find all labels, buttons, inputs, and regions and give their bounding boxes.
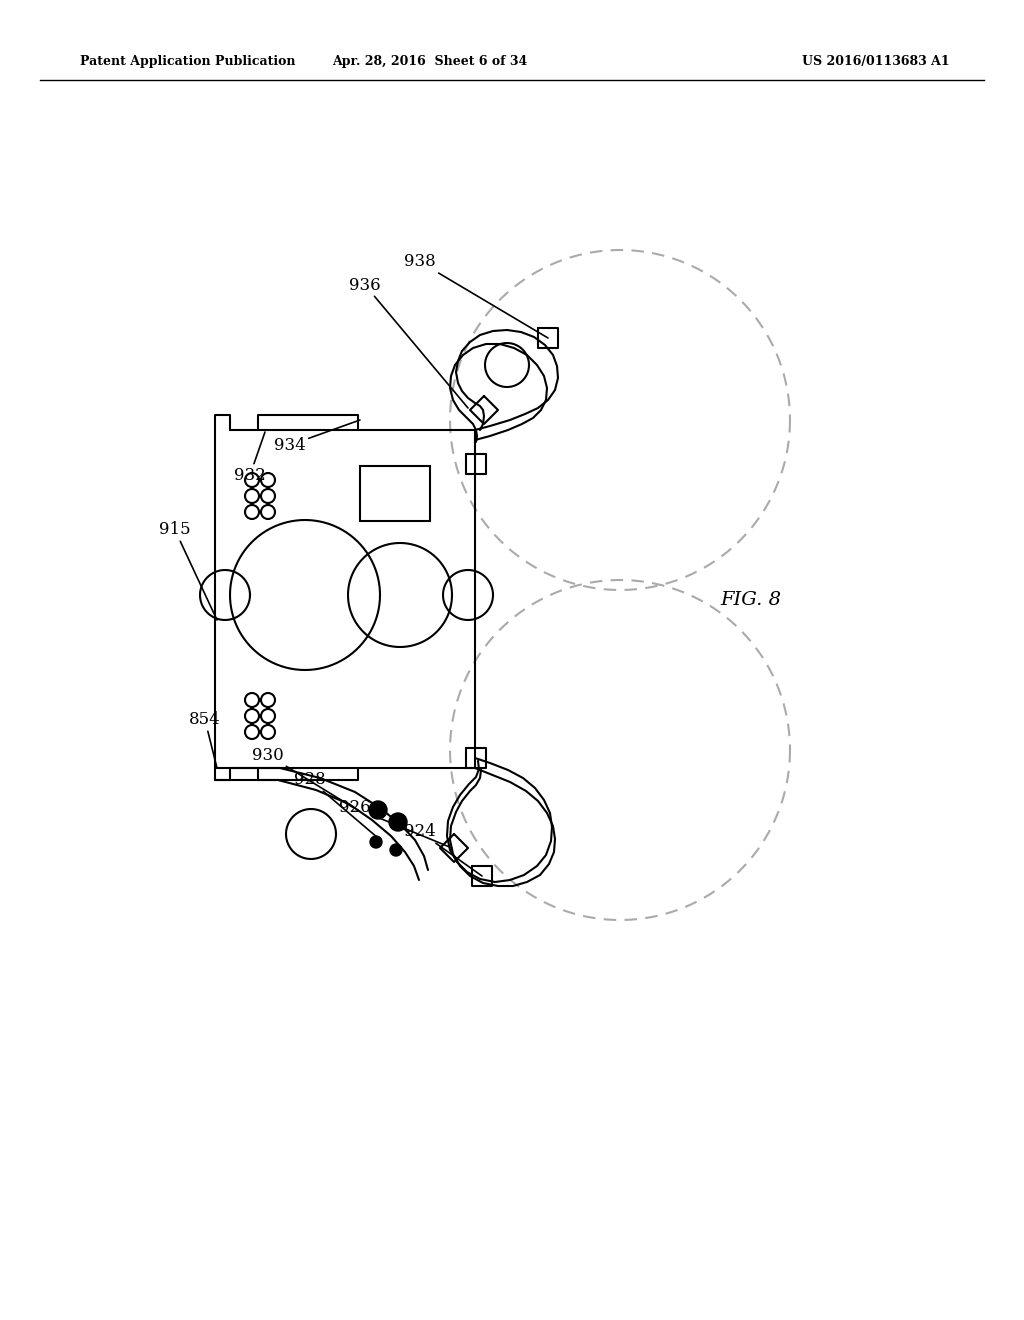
Text: 934: 934	[274, 420, 360, 454]
Text: US 2016/0113683 A1: US 2016/0113683 A1	[803, 55, 950, 69]
Text: 854: 854	[189, 711, 221, 768]
Text: 938: 938	[404, 253, 548, 338]
Text: 926: 926	[339, 800, 452, 847]
Circle shape	[370, 836, 382, 847]
Text: Patent Application Publication: Patent Application Publication	[80, 55, 296, 69]
Circle shape	[390, 843, 402, 855]
Text: 915: 915	[159, 521, 217, 620]
Text: 928: 928	[294, 771, 378, 838]
Circle shape	[369, 801, 387, 818]
Text: Apr. 28, 2016  Sheet 6 of 34: Apr. 28, 2016 Sheet 6 of 34	[333, 55, 527, 69]
Text: 924: 924	[404, 824, 482, 876]
Text: 932: 932	[234, 432, 266, 483]
Bar	[360, 466, 430, 521]
Text: 936: 936	[349, 276, 468, 408]
Circle shape	[389, 813, 407, 832]
Text: 930: 930	[252, 747, 354, 808]
Text: FIG. 8: FIG. 8	[720, 591, 781, 609]
